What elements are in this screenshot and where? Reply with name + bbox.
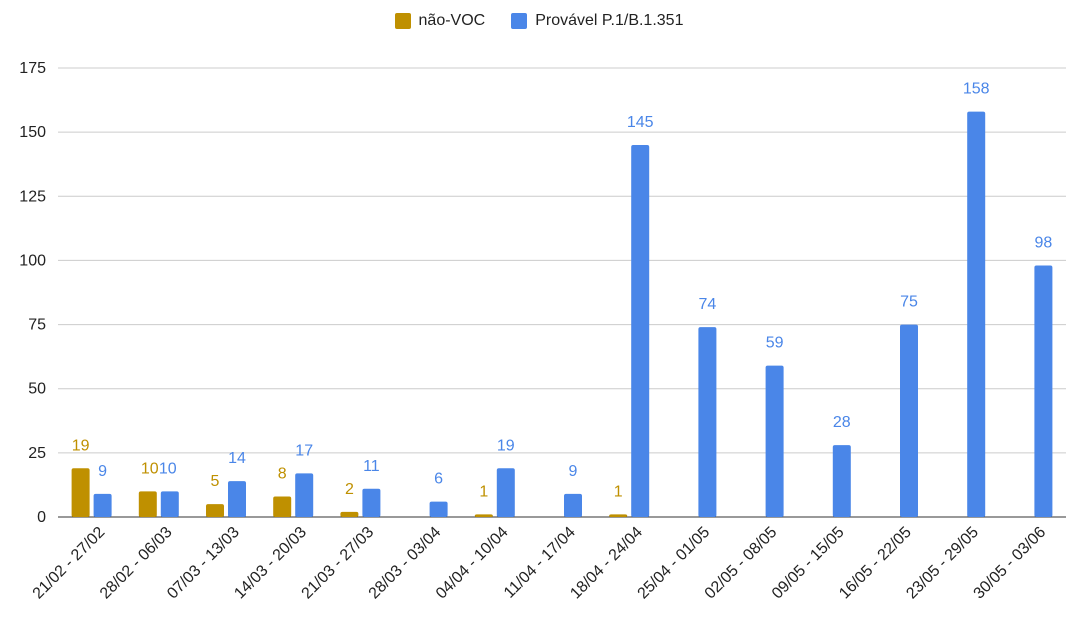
y-tick-label: 150 — [19, 124, 46, 141]
y-tick-label: 50 — [28, 381, 46, 398]
data-label-provavel: 9 — [569, 463, 578, 480]
x-tick-label: 04/04 - 10/04 — [433, 524, 512, 603]
legend-swatch-provavel — [511, 13, 528, 29]
data-label-provavel: 10 — [159, 460, 177, 477]
data-label-provavel: 14 — [228, 450, 246, 467]
legend-label-provavel: Provável P.1/B.1.351 — [535, 12, 684, 29]
bar-nao-voc — [138, 491, 157, 517]
data-label-nao-voc: 10 — [141, 460, 159, 477]
bar-provavel — [631, 144, 650, 517]
y-tick-label: 175 — [19, 60, 46, 77]
bar-nao-voc — [71, 468, 90, 517]
data-label-provavel: 75 — [900, 294, 918, 311]
bar-provavel — [496, 468, 515, 517]
bar-provavel — [1034, 265, 1053, 517]
bar-provavel — [228, 481, 246, 517]
chart-legend: não-VOC Provável P.1/B.1.351 — [0, 8, 1078, 34]
data-label-provavel: 74 — [699, 296, 717, 313]
bar-provavel — [564, 493, 582, 517]
y-tick-label: 100 — [19, 252, 46, 269]
bar-provavel — [698, 327, 717, 517]
data-label-provavel: 6 — [434, 471, 443, 488]
data-label-provavel: 145 — [627, 114, 654, 131]
data-label-provavel: 19 — [497, 437, 515, 454]
bar-provavel — [832, 445, 851, 517]
data-label-provavel: 28 — [833, 414, 851, 431]
data-label-nao-voc: 5 — [211, 473, 220, 490]
bar-nao-voc — [273, 496, 292, 517]
legend-label-nao-voc: não-VOC — [418, 12, 486, 29]
bar-nao-voc — [474, 514, 493, 517]
bar-provavel — [900, 324, 918, 517]
data-label-nao-voc: 8 — [278, 465, 287, 482]
bar-provavel — [93, 493, 112, 517]
y-tick-label: 25 — [28, 445, 46, 462]
bar-provavel — [429, 501, 448, 517]
data-label-nao-voc: 19 — [72, 437, 90, 454]
data-label-provavel: 9 — [98, 463, 107, 480]
legend-item-nao-voc[interactable]: não-VOC — [394, 12, 486, 30]
bar-provavel — [765, 365, 784, 517]
bar-provavel — [967, 111, 986, 518]
bar-provavel — [160, 491, 179, 517]
data-label-nao-voc: 1 — [614, 483, 623, 500]
data-label-provavel: 158 — [963, 81, 990, 98]
bar-provavel — [295, 473, 314, 517]
bar-nao-voc — [609, 514, 628, 517]
data-label-provavel: 11 — [363, 458, 380, 475]
x-tick-label: 30/05 - 03/06 — [971, 524, 1050, 603]
data-label-nao-voc: 1 — [479, 483, 488, 500]
data-label-provavel: 59 — [766, 335, 784, 352]
bar-nao-voc — [206, 504, 224, 517]
legend-item-provavel[interactable]: Provável P.1/B.1.351 — [511, 12, 683, 30]
data-label-provavel: 98 — [1035, 235, 1053, 252]
bar-provavel — [362, 488, 381, 517]
data-label-nao-voc: 2 — [345, 481, 354, 498]
y-tick-label: 125 — [19, 188, 46, 205]
data-label-provavel: 17 — [295, 442, 313, 459]
y-tick-label: 0 — [37, 509, 46, 526]
legend-swatch-nao-voc — [394, 13, 411, 29]
y-tick-label: 75 — [28, 317, 46, 334]
bar-nao-voc — [340, 511, 359, 517]
